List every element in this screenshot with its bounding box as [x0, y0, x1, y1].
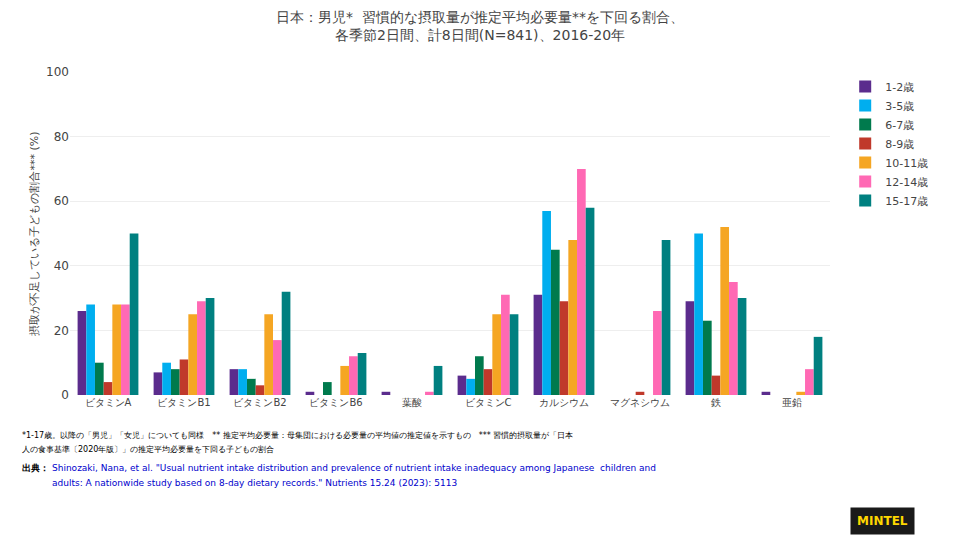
svg-text:40: 40: [54, 259, 69, 273]
svg-text:15-17歳: 15-17歳: [885, 195, 928, 208]
svg-text:adults: A nationwide study bas: adults: A nationwide study based on 8-da…: [52, 478, 457, 488]
svg-text:100: 100: [46, 65, 69, 79]
svg-text:*1-17歳。以降の「男児」「女児」についても同様 ** 推: *1-17歳。以降の「男児」「女児」についても同様 ** 推定平均必要量：母集団…: [22, 431, 573, 440]
svg-text:人の食事基準〔2020年版〕」の推定平均必要量を下回る子ども: 人の食事基準〔2020年版〕」の推定平均必要量を下回る子どもの割合: [22, 445, 274, 454]
svg-text:日本：男児* 習慣的な摂取量が推定平均必要量**を下回る割: 日本：男児* 習慣的な摂取量が推定平均必要量**を下回る割合、各季節2日間、計8…: [276, 9, 684, 43]
svg-text:ビタミンB1: ビタミンB1: [157, 397, 210, 408]
svg-text:ビタミンB2: ビタミンB2: [233, 397, 286, 408]
svg-text:12-14歳: 12-14歳: [885, 176, 928, 189]
svg-text:出典：: 出典：: [22, 463, 49, 473]
svg-text:亜鉛: 亜鉛: [782, 397, 802, 408]
svg-text:ビタミンC: ビタミンC: [465, 397, 512, 408]
svg-text:ビタミンA: ビタミンA: [85, 397, 132, 408]
svg-text:摂取が不足している子どもの割合*** (%): 摂取が不足している子どもの割合*** (%): [28, 131, 41, 335]
svg-text:20: 20: [54, 324, 69, 338]
svg-text:ビタミンB6: ビタミンB6: [309, 397, 362, 408]
svg-text:Shinozaki, Nana, et al. "Usual: Shinozaki, Nana, et al. "Usual nutrient …: [52, 463, 656, 473]
svg-text:80: 80: [54, 130, 69, 144]
svg-text:1-2歳: 1-2歳: [885, 81, 914, 94]
svg-text:MINTEL: MINTEL: [857, 514, 908, 528]
svg-text:10-11歳: 10-11歳: [885, 157, 928, 170]
svg-text:60: 60: [54, 194, 69, 208]
svg-text:8-9歳: 8-9歳: [885, 138, 914, 151]
svg-text:6-7歳: 6-7歳: [885, 119, 914, 132]
svg-text:3-5歳: 3-5歳: [885, 100, 914, 113]
svg-text:マグネシウム: マグネシウム: [610, 397, 670, 408]
svg-text:カルシウム: カルシウム: [539, 397, 589, 408]
svg-text:鉄: 鉄: [711, 397, 721, 408]
svg-text:0: 0: [61, 388, 69, 402]
svg-text:葉酸: 葉酸: [402, 397, 422, 408]
